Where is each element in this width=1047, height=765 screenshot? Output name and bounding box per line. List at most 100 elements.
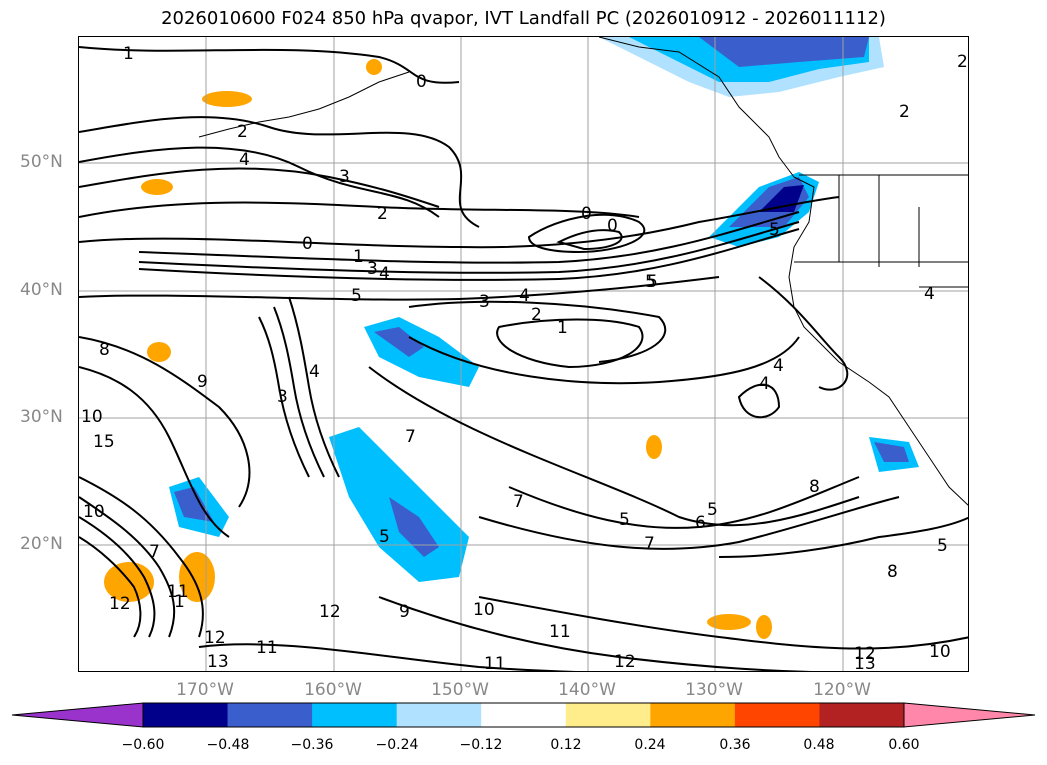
contour-label: 2 [899, 102, 910, 122]
state-lines [794, 175, 968, 288]
contour-label: 8 [809, 477, 820, 497]
contour-label: 11 [256, 638, 278, 658]
contour-4-jet [138, 228, 800, 281]
contour-label: 5 [645, 272, 656, 292]
contour-label: 15 [93, 432, 115, 452]
contour-label: 5 [379, 527, 390, 547]
contour-label: 7 [405, 427, 416, 447]
lon-label-130w: 130°W [685, 680, 743, 700]
contour-12-lower [378, 596, 811, 671]
contour-label: 12 [109, 594, 131, 614]
contour-label: 0 [302, 234, 313, 254]
colorbar-segment [734, 703, 820, 727]
colorbar-tick: −0.36 [290, 737, 334, 753]
colorbar-segment [143, 703, 229, 727]
contour-label: 3 [479, 292, 490, 312]
contour-4-sub [758, 276, 849, 391]
coastlines [198, 37, 968, 506]
contour-label: 2 [237, 122, 248, 142]
contour-label: 3 [339, 167, 350, 187]
shade-pos-1 [202, 91, 252, 107]
colorbar-segment [565, 703, 651, 727]
lat-label-20n: 20°N [20, 534, 63, 554]
shade-pos-6 [646, 435, 662, 459]
shade-blob-northeast-dark [699, 37, 869, 67]
shade-pos-3 [147, 342, 171, 362]
contour-label: 10 [83, 502, 105, 522]
contour-label: 11 [549, 622, 571, 642]
contour-0-mid [79, 196, 840, 249]
contour-label: 4 [239, 150, 250, 170]
contour-label: 4 [773, 356, 784, 376]
contour-label: 2 [377, 204, 388, 224]
baja-coast [868, 381, 968, 506]
contour-3-north [79, 167, 440, 208]
colorbar-tick: 0.24 [634, 737, 666, 753]
shade-pos-8 [756, 615, 772, 639]
contour-1-north [79, 46, 460, 84]
shade-blob-streak-dark [389, 497, 439, 557]
contour-label: 11 [484, 654, 506, 672]
contour-west-dense-1 [79, 476, 204, 638]
contour-label: 5 [769, 220, 780, 240]
shade-pos-2 [141, 179, 173, 195]
map-title: 2026010600 F024 850 hPa qvapor, IVT Land… [161, 8, 886, 29]
contour-1-mideast [496, 318, 644, 369]
contour-label: 5 [707, 500, 718, 520]
contour-lines [79, 46, 968, 671]
pacific-nw-coast [788, 176, 870, 383]
colorbar-extend-right [903, 702, 1036, 728]
contour-label: 4 [924, 284, 935, 304]
alaska-coast [598, 37, 795, 178]
contour-4-north [79, 146, 440, 218]
colorbar-segment [650, 703, 736, 727]
colorbar-tick: −0.24 [375, 737, 419, 753]
contour-label: 12 [204, 628, 226, 648]
contour-label: 9 [399, 602, 410, 622]
contour-0-ne [527, 213, 646, 254]
contour-label: 4 [759, 374, 770, 394]
colorbar-tick: 0.60 [888, 737, 920, 753]
contour-5-lower [508, 476, 860, 529]
contour-label: 0 [581, 204, 592, 224]
lat-label-40n: 40°N [20, 280, 63, 300]
aleutians [198, 71, 410, 138]
contour-7-lower [478, 496, 900, 550]
colorbar-segment [227, 703, 313, 727]
contour-label: 8 [99, 340, 110, 360]
contour-label: 1 [123, 44, 134, 64]
contour-label: 4 [309, 362, 320, 382]
colorbar-segment [819, 703, 905, 727]
contour-2-mideast [408, 300, 667, 363]
contour-label: 0 [607, 216, 618, 236]
contour-label: 12 [854, 644, 876, 664]
contour-label: 5 [937, 536, 948, 556]
contour-11-lower [198, 643, 575, 671]
contour-west-dense-4 [79, 536, 142, 638]
lon-label-160w: 160°W [304, 680, 362, 700]
contour-label: 3 [277, 387, 288, 407]
shade-pos-9 [366, 59, 382, 75]
contour-label: 0 [416, 72, 427, 92]
contour-label: 5 [647, 272, 658, 292]
contour-7-south [368, 366, 860, 527]
contour-5-south [408, 336, 800, 385]
shade-pos-7 [707, 614, 751, 630]
contour-0-ne-inner [556, 229, 623, 251]
contour-10-lower [478, 596, 968, 650]
contour-label: 7 [513, 492, 524, 512]
contour-label: 10 [81, 407, 103, 427]
contour-west-jet-3 [288, 296, 340, 478]
lon-label-120w: 120°W [813, 680, 871, 700]
contour-label: 10 [473, 600, 495, 620]
colorbar-tick: −0.12 [459, 737, 503, 753]
contour-label: 3 [367, 259, 378, 279]
contour-label: 5 [619, 510, 630, 530]
lat-label-50n: 50°N [20, 152, 63, 172]
colorbar-segment [481, 703, 567, 727]
lon-label-150w: 150°W [431, 680, 489, 700]
contour-label: 1 [353, 247, 364, 267]
map-canvas: 1 0 2 2 4 3 2 0 0 0 1 3 4 5 3 4 2 1 5 8 … [79, 37, 968, 672]
colorbar-tick: 0.48 [803, 737, 835, 753]
contour-label: 12 [319, 602, 341, 622]
